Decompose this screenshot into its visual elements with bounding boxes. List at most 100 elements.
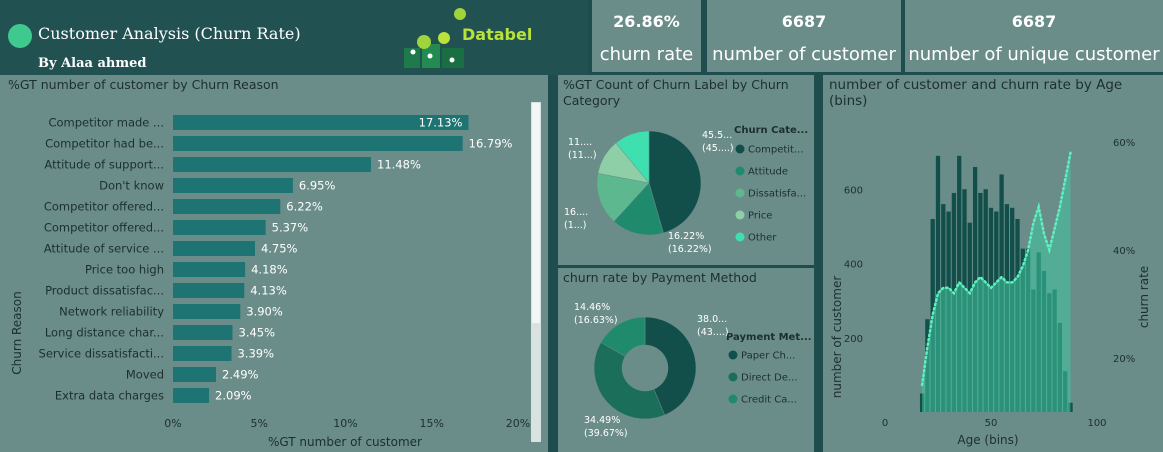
slice-label: 16.... [564,207,588,218]
bar[interactable] [173,262,246,277]
legend-swatch[interactable] [735,210,745,220]
category-label: Price too high [85,263,164,277]
age-combo-chart: number of customer churn rate Age (bins)… [830,138,1151,447]
count-bar[interactable] [919,393,925,412]
category-label: Competitor offered... [44,200,164,214]
legend-swatch[interactable] [735,144,745,154]
kpi-churn-rate: 26.86% churn rate [592,0,701,72]
legend-item[interactable]: Dissatisfa... [748,189,806,200]
category-label: Moved [126,368,164,382]
chart-title: %GT number of customer by Churn Reason [8,77,279,92]
kpi-value: 6687 [781,12,827,31]
kpi-value: 26.86% [613,12,680,31]
bar[interactable] [173,199,281,214]
churn-rate-line[interactable] [920,151,1072,387]
dashboard-title: Customer Analysis (Churn Rate) [38,24,301,43]
legend-item[interactable]: Other [748,233,777,244]
bar[interactable] [173,388,210,403]
age-bins-panel: number of customer and churn rate by Age… [823,75,1163,452]
legend-item[interactable]: Credit Ca... [741,395,797,406]
category-label: Attitude of service ... [44,242,164,256]
legend-item[interactable]: Attitude [748,167,788,178]
donut-slice[interactable] [600,316,646,357]
slice-label: 11.... [568,137,592,148]
legend-swatch[interactable] [735,232,745,242]
pie-slice[interactable] [596,173,650,222]
data-label: 3.39% [237,347,274,361]
kpi-label: churn rate [599,44,694,65]
kpi-value: 6687 [1011,12,1057,31]
bar[interactable] [173,283,245,298]
legend-item[interactable]: Competit... [748,145,804,156]
legend-item[interactable]: Price [748,211,772,222]
category-label: Competitor had be... [45,137,164,151]
x-tick-label: 10% [333,417,357,430]
churn-reason-panel: %GT number of customer by Churn Reason C… [0,75,548,452]
legend-swatch[interactable] [735,166,745,176]
category-label: Service dissatisfacti... [39,347,164,361]
bar[interactable] [173,157,372,172]
y-tick-label: 400 [844,260,863,271]
bar[interactable] [173,178,293,193]
x-tick-label: 50 [985,418,998,429]
pie-slice[interactable] [613,182,664,236]
slice-label: (39.67%) [584,428,628,439]
bar[interactable] [173,367,216,382]
slice-label: 16.22% [668,231,704,242]
kpi-label: number of unique customer [908,44,1160,65]
legend-swatch[interactable] [735,188,745,198]
y-tick-label: 600 [844,185,863,196]
category-label: Extra data charges [55,389,164,403]
category-label: Long distance char... [45,326,164,340]
category-label: Competitor made ... [48,116,164,130]
bar[interactable] [173,325,233,340]
kpi-number-of-customer: 6687 number of customer [707,0,901,72]
donut-slice[interactable] [593,342,665,420]
legend-title: Churn Cate... [734,125,808,136]
x-tick-label: 0 [882,418,888,429]
chart-title: number of customer and churn rate by Age… [829,77,1123,109]
data-label: 3.45% [239,326,276,340]
data-label: 16.79% [469,137,513,151]
kpi-unique-customer: 6687 number of unique customer [905,0,1163,72]
slice-label: (1...) [564,220,587,231]
bar[interactable] [173,220,266,235]
y2-axis-label: churn rate [1137,266,1151,328]
churn-reason-bar-chart: Churn Reason %GT number of customer Comp… [10,102,541,449]
x-tick-label: 20% [506,417,530,430]
donut-slice[interactable] [644,316,697,416]
slice-label: 34.49% [584,415,620,426]
y-axis-label: Churn Reason [10,291,24,374]
databel-logo [404,8,466,68]
legend-swatch[interactable] [728,350,738,360]
payment-method-panel: churn rate by Payment Method Payment Met… [558,268,814,452]
x-tick-label: 15% [420,417,444,430]
y-axis-label: number of customer [830,276,844,399]
legend-swatch[interactable] [728,372,738,382]
pie-slice[interactable] [615,130,650,184]
pie-slice[interactable] [648,130,702,234]
data-label: 2.09% [215,389,252,403]
legend-item[interactable]: Paper Ch... [741,351,795,362]
payment-method-donut-chart: Payment Met... 38.0... (43....) 34.49% (39.… [574,302,812,439]
scrollbar-thumb[interactable] [532,103,540,323]
bar[interactable] [173,346,232,361]
legend-swatch[interactable] [728,394,738,404]
data-label: 17.13% [419,116,463,130]
data-label: 6.22% [286,200,323,214]
kpi-label: number of customer [712,44,896,65]
author-label: By Alaa ahmed [38,56,147,71]
slice-label: (16.63%) [574,315,618,326]
churn-category-panel: %GT Count of Churn Label by Churn Catego… [558,75,814,265]
bar[interactable] [173,304,241,319]
bar[interactable] [173,115,469,130]
bar[interactable] [173,136,463,151]
y-tick-label: 200 [844,334,863,345]
count-bar[interactable] [935,155,941,412]
legend-item[interactable]: Direct De... [741,373,798,384]
data-label: 3.90% [246,305,283,319]
x-axis-label: Age (bins) [957,433,1018,447]
category-label: Don't know [99,179,164,193]
chart-title: churn rate by Payment Method [563,270,757,285]
bar[interactable] [173,241,255,256]
